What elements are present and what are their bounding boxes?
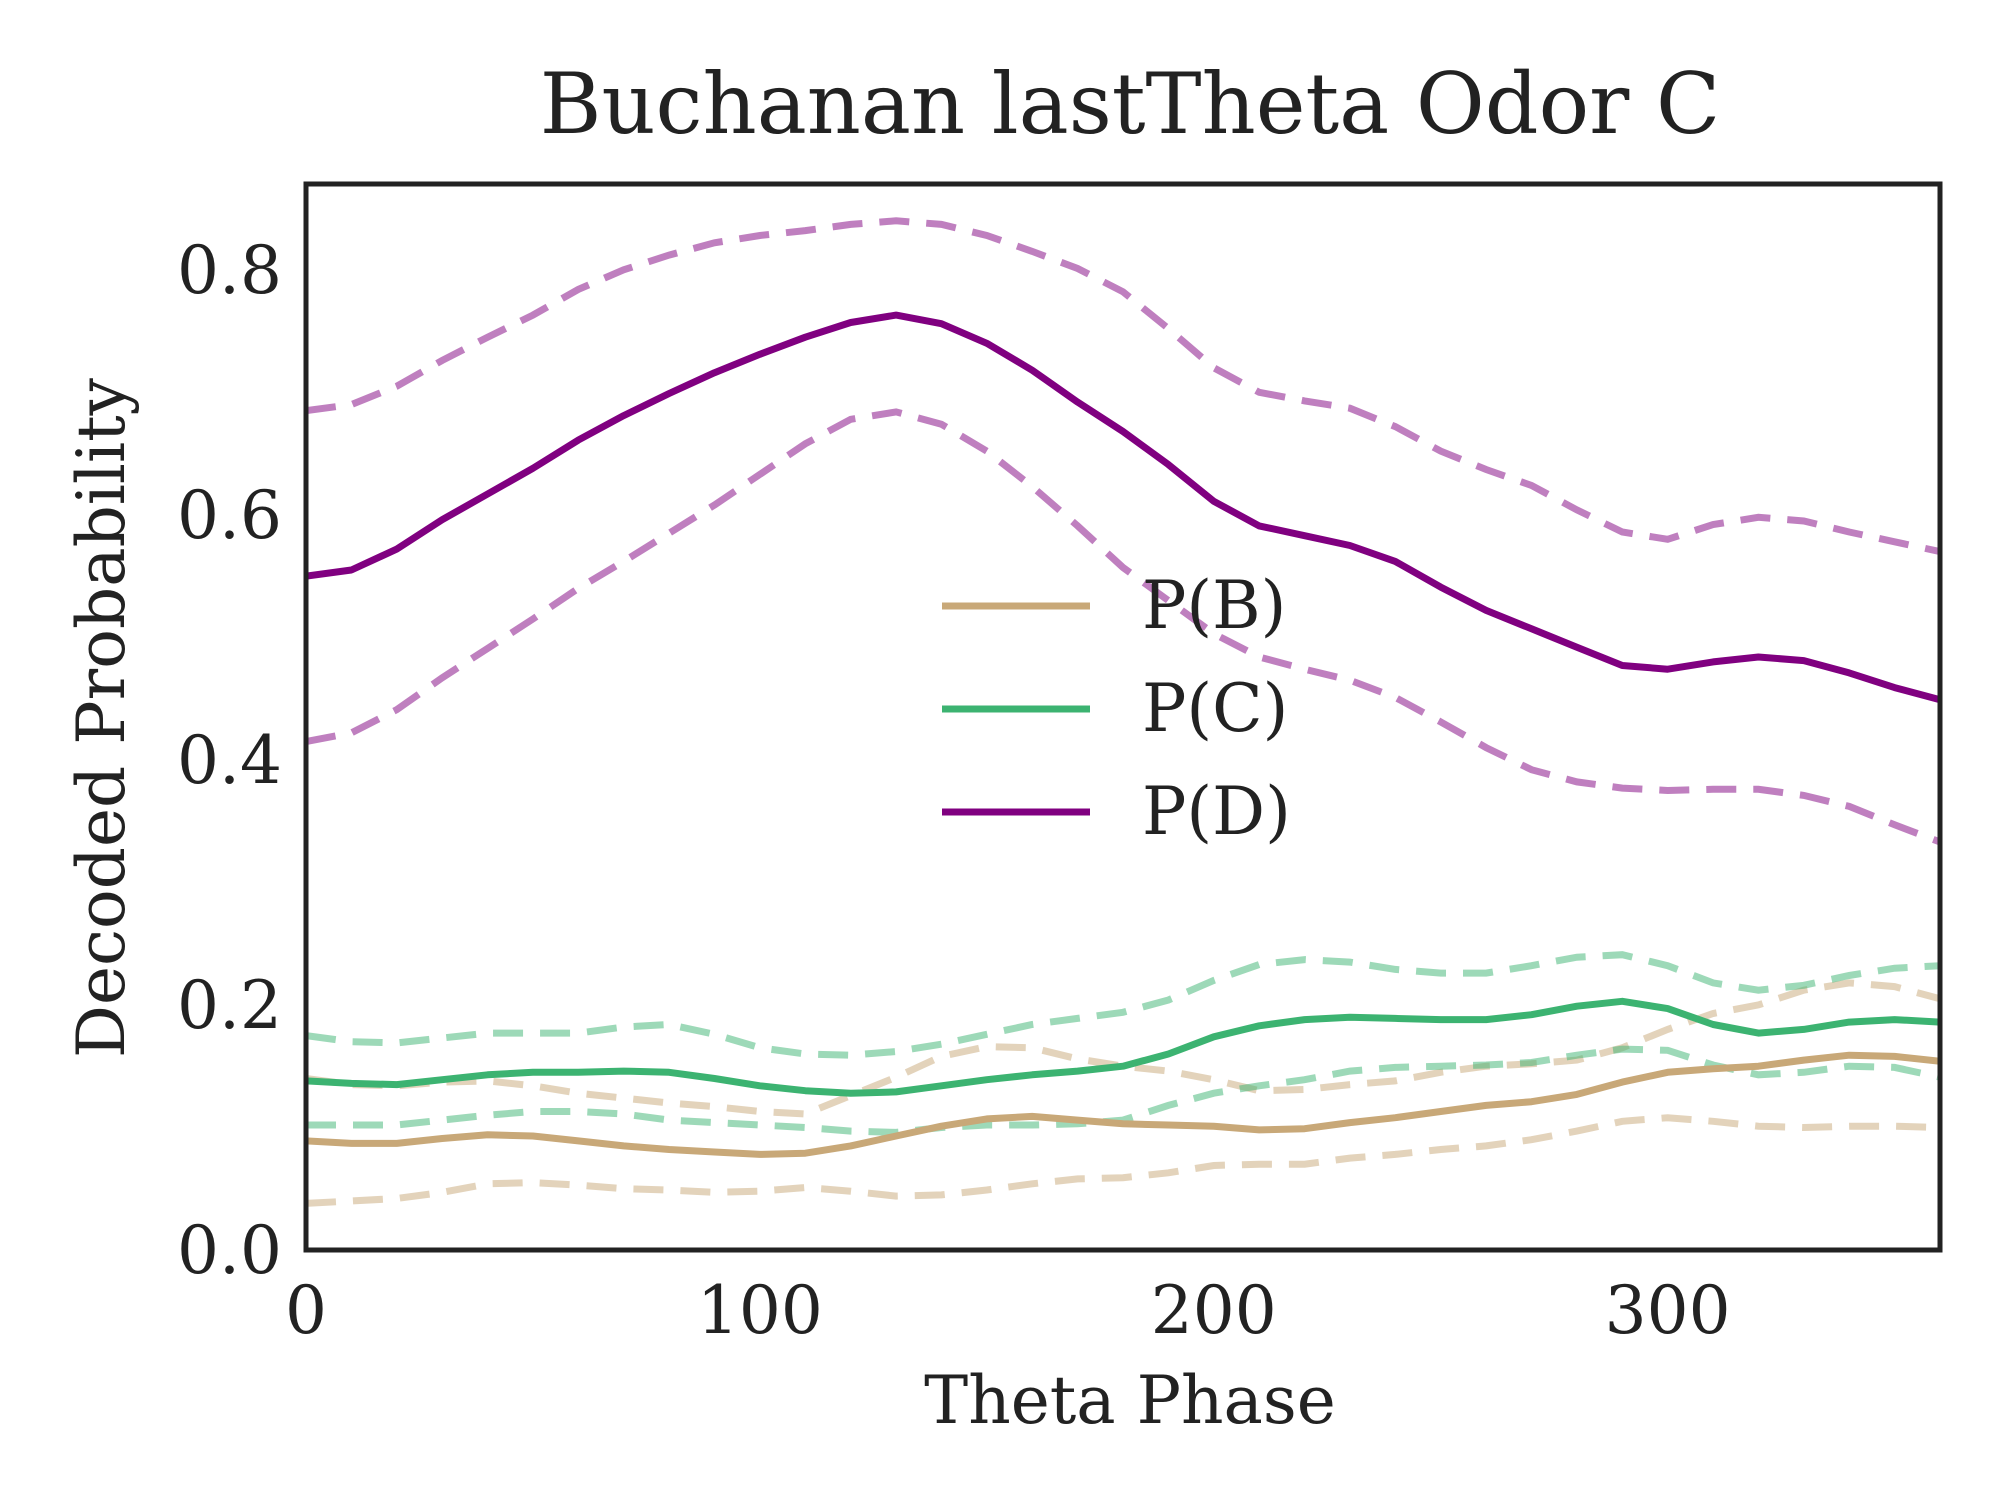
series-pc-lower-line: [306, 1045, 1940, 1136]
plot-frame: [303, 181, 1943, 1253]
legend: P(B) P(C) P(D): [942, 567, 1291, 850]
plot-area: [306, 217, 1940, 1207]
series-pd-lower-line: [306, 408, 1940, 846]
series-pc-upper-line: [306, 951, 1940, 1059]
x-tick-label: 0: [285, 1272, 327, 1349]
axes: 0 100 200 300 0.0 0.2 0.4 0.6 0.8: [177, 181, 1943, 1349]
x-tick-label: 300: [1605, 1272, 1731, 1349]
series-group: [306, 217, 1940, 1207]
series-pb-lower-line: [306, 1114, 1940, 1207]
chart-title: Buchanan lastTheta Odor C: [540, 55, 1721, 153]
series-pd-upper-line: [306, 217, 1940, 556]
y-tick-label: 0.2: [177, 967, 282, 1044]
x-tick-label: 200: [1151, 1272, 1277, 1349]
series-pc-line: [306, 997, 1940, 1097]
series-pd-line: [306, 311, 1940, 704]
y-tick-label: 0.0: [177, 1212, 282, 1289]
x-axis-label: Theta Phase: [924, 1362, 1336, 1439]
series-pb-upper-line: [306, 979, 1940, 1118]
x-tick-label: 100: [697, 1272, 823, 1349]
y-tick-label: 0.6: [177, 477, 282, 554]
y-tick-label: 0.4: [177, 722, 282, 799]
legend-label: P(D): [1142, 773, 1291, 850]
legend-label: P(B): [1142, 567, 1286, 644]
y-axis-label: Decoded Probability: [63, 377, 140, 1058]
series-pb-line: [306, 1051, 1940, 1158]
legend-label: P(C): [1142, 670, 1288, 747]
y-tick-label: 0.8: [177, 232, 282, 309]
